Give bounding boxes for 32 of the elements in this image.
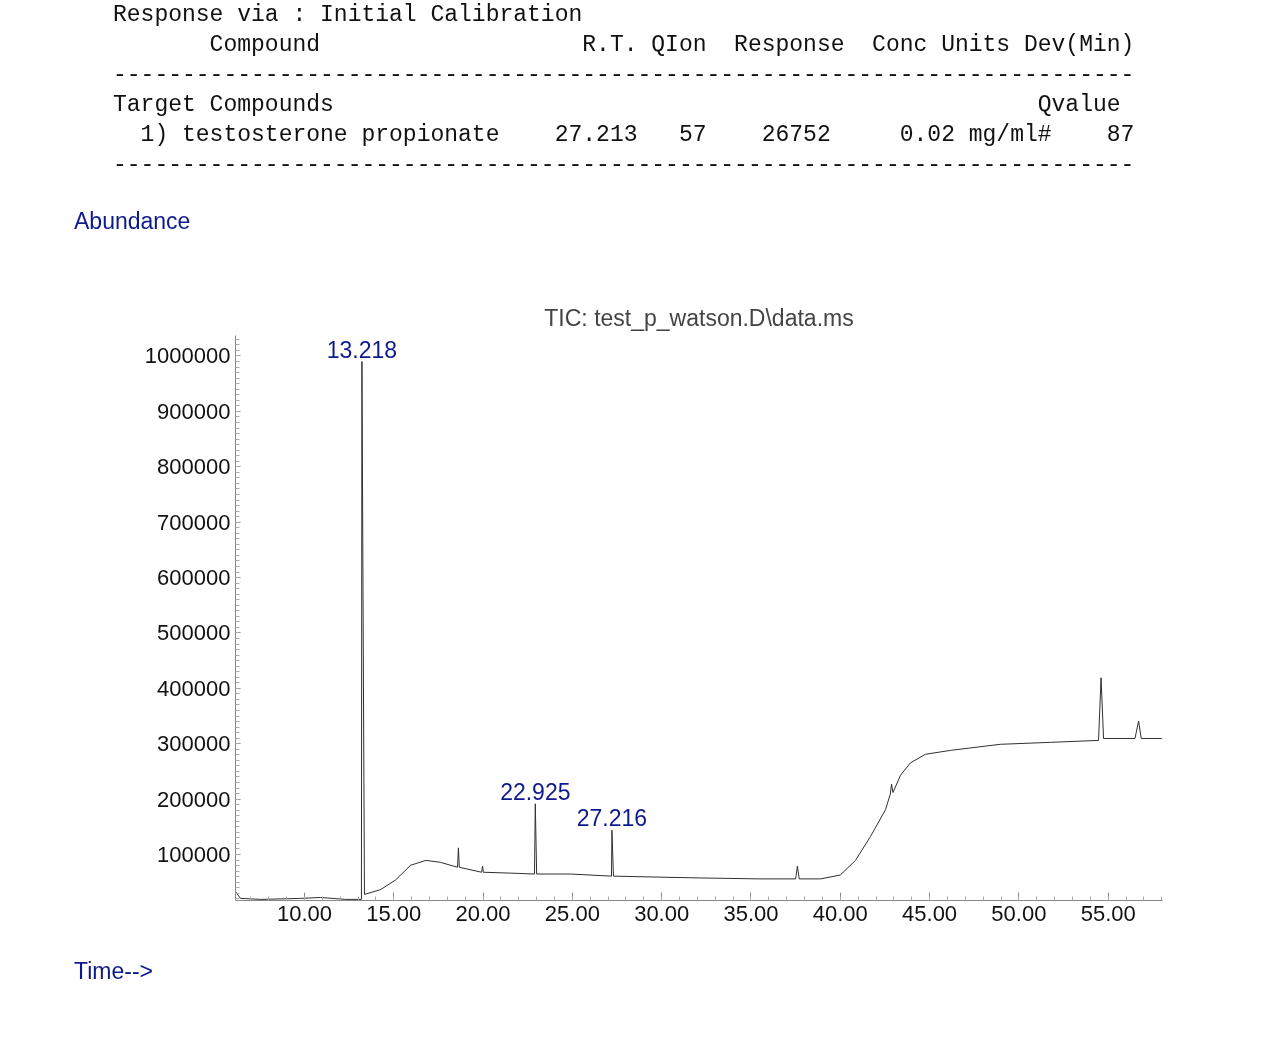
text: Compound R.T. QIon Response Conc Units Dev(Min) bbox=[208, 31, 1135, 60]
annotation: 22.925 bbox=[500, 778, 571, 805]
y-axis-title: Abundance bbox=[74, 207, 191, 236]
chart-title: TIC: test_p_watson.D\data.ms bbox=[544, 304, 854, 331]
x-tick-label: 25.00 bbox=[544, 900, 600, 926]
y-tick-label: 600000 bbox=[157, 565, 231, 591]
x-tick-label: 10.00 bbox=[276, 900, 332, 926]
text: -------------------------------------------------------------------------- bbox=[113, 151, 1135, 180]
y-tick-label: 400000 bbox=[157, 675, 231, 701]
x-tick-label: 55.00 bbox=[1080, 900, 1136, 926]
x-tick-label: 40.00 bbox=[812, 900, 868, 926]
text: Response via : Initial Calibration bbox=[113, 1, 584, 30]
y-tick-label: 200000 bbox=[157, 786, 231, 812]
x-tick-label: 50.00 bbox=[991, 900, 1047, 926]
y-tick-label: 900000 bbox=[157, 398, 231, 424]
annotation: 13.218 bbox=[326, 336, 398, 363]
annotation: 27.216 bbox=[576, 805, 648, 832]
y-tick-label: 800000 bbox=[157, 454, 231, 480]
x-tick-label: 20.00 bbox=[455, 900, 511, 926]
y-tick-label: 1000000 bbox=[144, 343, 231, 369]
text: 1) testosterone propionate 27.213 57 26752 0.02 mg/ml# 87 bbox=[139, 121, 1135, 150]
y-tick-label: 100000 bbox=[157, 842, 231, 868]
x-tick-label: 45.00 bbox=[902, 900, 958, 926]
text: -------------------------------------------------------------------------- bbox=[113, 61, 1135, 90]
y-tick-label: 500000 bbox=[157, 620, 231, 646]
y-tick-label: 300000 bbox=[157, 731, 231, 757]
y-tick-label: 700000 bbox=[157, 509, 231, 535]
x-axis-title: Time--> bbox=[74, 957, 154, 986]
x-tick-label: 30.00 bbox=[634, 900, 690, 926]
x-tick-label: 15.00 bbox=[366, 900, 422, 926]
text: Target Compounds Qvalue bbox=[113, 91, 1122, 120]
x-tick-label: 35.00 bbox=[723, 900, 779, 926]
